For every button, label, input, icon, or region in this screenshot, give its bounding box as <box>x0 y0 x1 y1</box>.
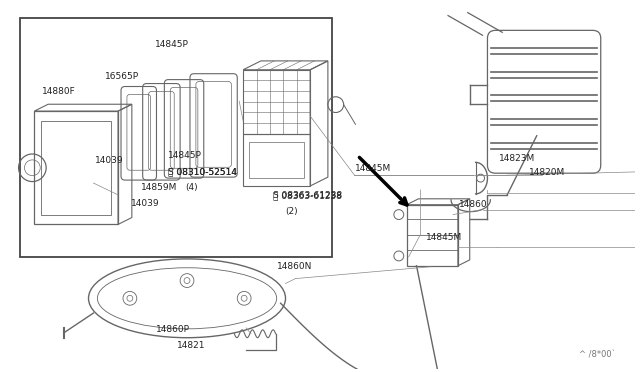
Text: 14880F: 14880F <box>42 87 76 96</box>
Text: 14845M: 14845M <box>355 164 391 173</box>
Text: S 08310-52514: S 08310-52514 <box>168 168 237 177</box>
Bar <box>243 70 310 134</box>
Text: 14860P: 14860P <box>156 326 189 334</box>
Text: (2): (2) <box>285 207 298 216</box>
Text: Ⓢ 08310-52514: Ⓢ 08310-52514 <box>168 168 237 177</box>
Text: ^ /8*00`: ^ /8*00` <box>579 350 616 359</box>
Text: S 08363-61238: S 08363-61238 <box>273 191 342 201</box>
Text: 14820M: 14820M <box>529 168 565 177</box>
Bar <box>20 17 332 257</box>
Text: 14845P: 14845P <box>154 40 188 49</box>
Text: Ⓢ 08363-61238: Ⓢ 08363-61238 <box>273 191 342 201</box>
Bar <box>249 142 304 178</box>
Text: 14845P: 14845P <box>168 151 202 160</box>
Text: 14845M: 14845M <box>426 233 463 242</box>
Bar <box>41 121 111 215</box>
Text: 14860N: 14860N <box>276 262 312 271</box>
Text: 14039: 14039 <box>131 199 159 208</box>
Text: (4): (4) <box>185 183 198 192</box>
Text: 14821: 14821 <box>177 341 205 350</box>
Bar <box>35 111 118 224</box>
Text: 16565P: 16565P <box>105 72 140 81</box>
Text: 14859M: 14859M <box>141 183 177 192</box>
Text: 14860: 14860 <box>459 200 488 209</box>
Bar <box>243 134 310 186</box>
Text: 14039: 14039 <box>95 156 124 165</box>
Text: 14823M: 14823M <box>499 154 536 163</box>
Bar <box>406 205 458 266</box>
